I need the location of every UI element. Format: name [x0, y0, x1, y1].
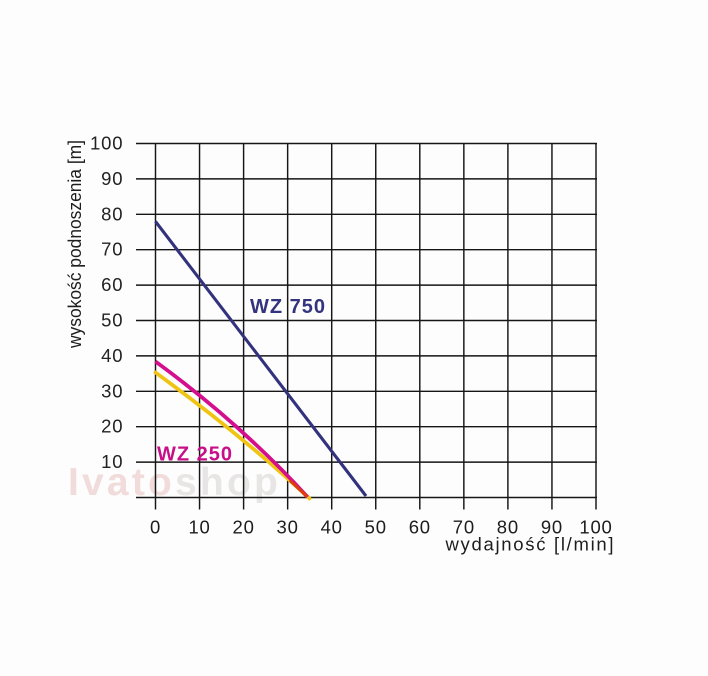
- svg-text:80: 80: [101, 203, 123, 224]
- svg-text:WZ 250: WZ 250: [157, 444, 233, 466]
- svg-text:90: 90: [541, 517, 563, 538]
- svg-text:WZ 750: WZ 750: [250, 296, 326, 318]
- svg-text:70: 70: [101, 239, 123, 260]
- svg-text:wydajność [l/min]: wydajność [l/min]: [445, 534, 616, 555]
- svg-text:50: 50: [101, 310, 123, 331]
- svg-text:100: 100: [579, 517, 612, 538]
- svg-text:30: 30: [101, 380, 123, 401]
- svg-text:90: 90: [101, 168, 123, 189]
- svg-text:50: 50: [365, 517, 387, 538]
- svg-text:80: 80: [497, 517, 519, 538]
- svg-text:10: 10: [101, 451, 123, 472]
- svg-text:40: 40: [321, 517, 343, 538]
- svg-text:20: 20: [101, 416, 123, 437]
- svg-text:10: 10: [188, 517, 210, 538]
- svg-text:20: 20: [233, 517, 255, 538]
- svg-text:40: 40: [101, 345, 123, 366]
- svg-text:0: 0: [150, 517, 161, 538]
- svg-text:70: 70: [453, 517, 475, 538]
- svg-text:Ivatoshop: Ivatoshop: [68, 461, 281, 504]
- svg-text:30: 30: [277, 517, 299, 538]
- svg-text:60: 60: [409, 517, 431, 538]
- svg-text:wysokość podnoszenia [m]: wysokość podnoszenia [m]: [64, 140, 85, 349]
- svg-text:100: 100: [90, 133, 123, 154]
- svg-text:60: 60: [101, 274, 123, 295]
